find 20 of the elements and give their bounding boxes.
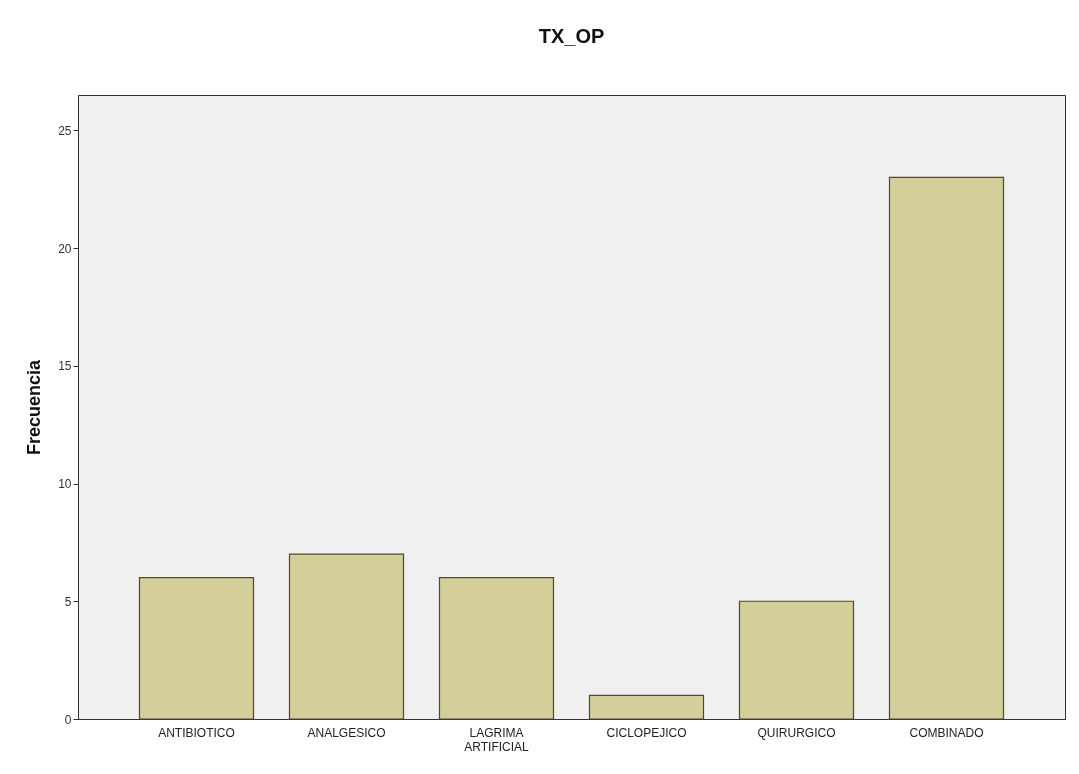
bar [438,577,555,720]
x-tick-label: QUIRURGICO [757,725,836,740]
chart-title: TX_OP [538,25,605,47]
x-tick-label: ANTIBIOTICO [158,725,235,740]
bar [888,176,1005,720]
y-tick-label: 10 [58,477,72,492]
x-tick-label: LAGRIMA ARTIFICIAL [464,725,530,754]
y-tick-label: 20 [58,241,72,256]
bar [138,577,255,720]
y-tick-label: 15 [58,359,72,374]
y-axis-title: Frecuencia [24,358,45,456]
x-tick-label: ANALGESICO [307,725,386,740]
y-tick-label: 5 [64,594,72,609]
bar [288,553,405,720]
x-tick-label: CICLOPEJICO [606,725,687,740]
x-tick-label: COMBINADO [909,725,984,740]
bar [588,694,705,720]
y-tick-label: 0 [64,712,72,727]
y-tick-label: 25 [58,123,72,138]
bar [738,600,855,720]
